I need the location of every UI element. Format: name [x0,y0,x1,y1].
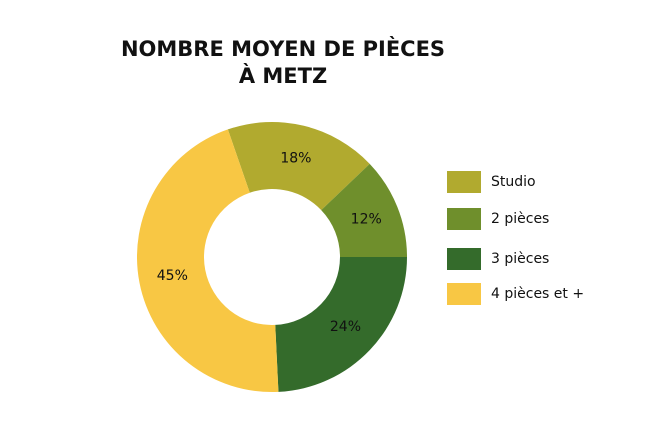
legend-label: Studio [491,174,536,190]
legend-swatch [447,171,481,193]
donut-segment [275,257,407,392]
legend-swatch [447,208,481,230]
legend-label: 3 pièces [491,251,549,267]
legend-label: 2 pièces [491,211,549,227]
value-label: 18% [280,150,311,166]
chart-title: À METZ [239,63,327,88]
value-label: 24% [330,319,361,335]
legend-swatch [447,248,481,270]
legend-swatch [447,283,481,305]
value-label: 12% [351,211,382,227]
value-label: 45% [157,268,188,284]
donut-segment [227,122,370,211]
donut-segment [321,163,407,257]
legend-label: 4 pièces et + [491,286,584,302]
donut-segment [137,129,279,392]
chart-title: NOMBRE MOYEN DE PIÈCES [121,36,445,61]
